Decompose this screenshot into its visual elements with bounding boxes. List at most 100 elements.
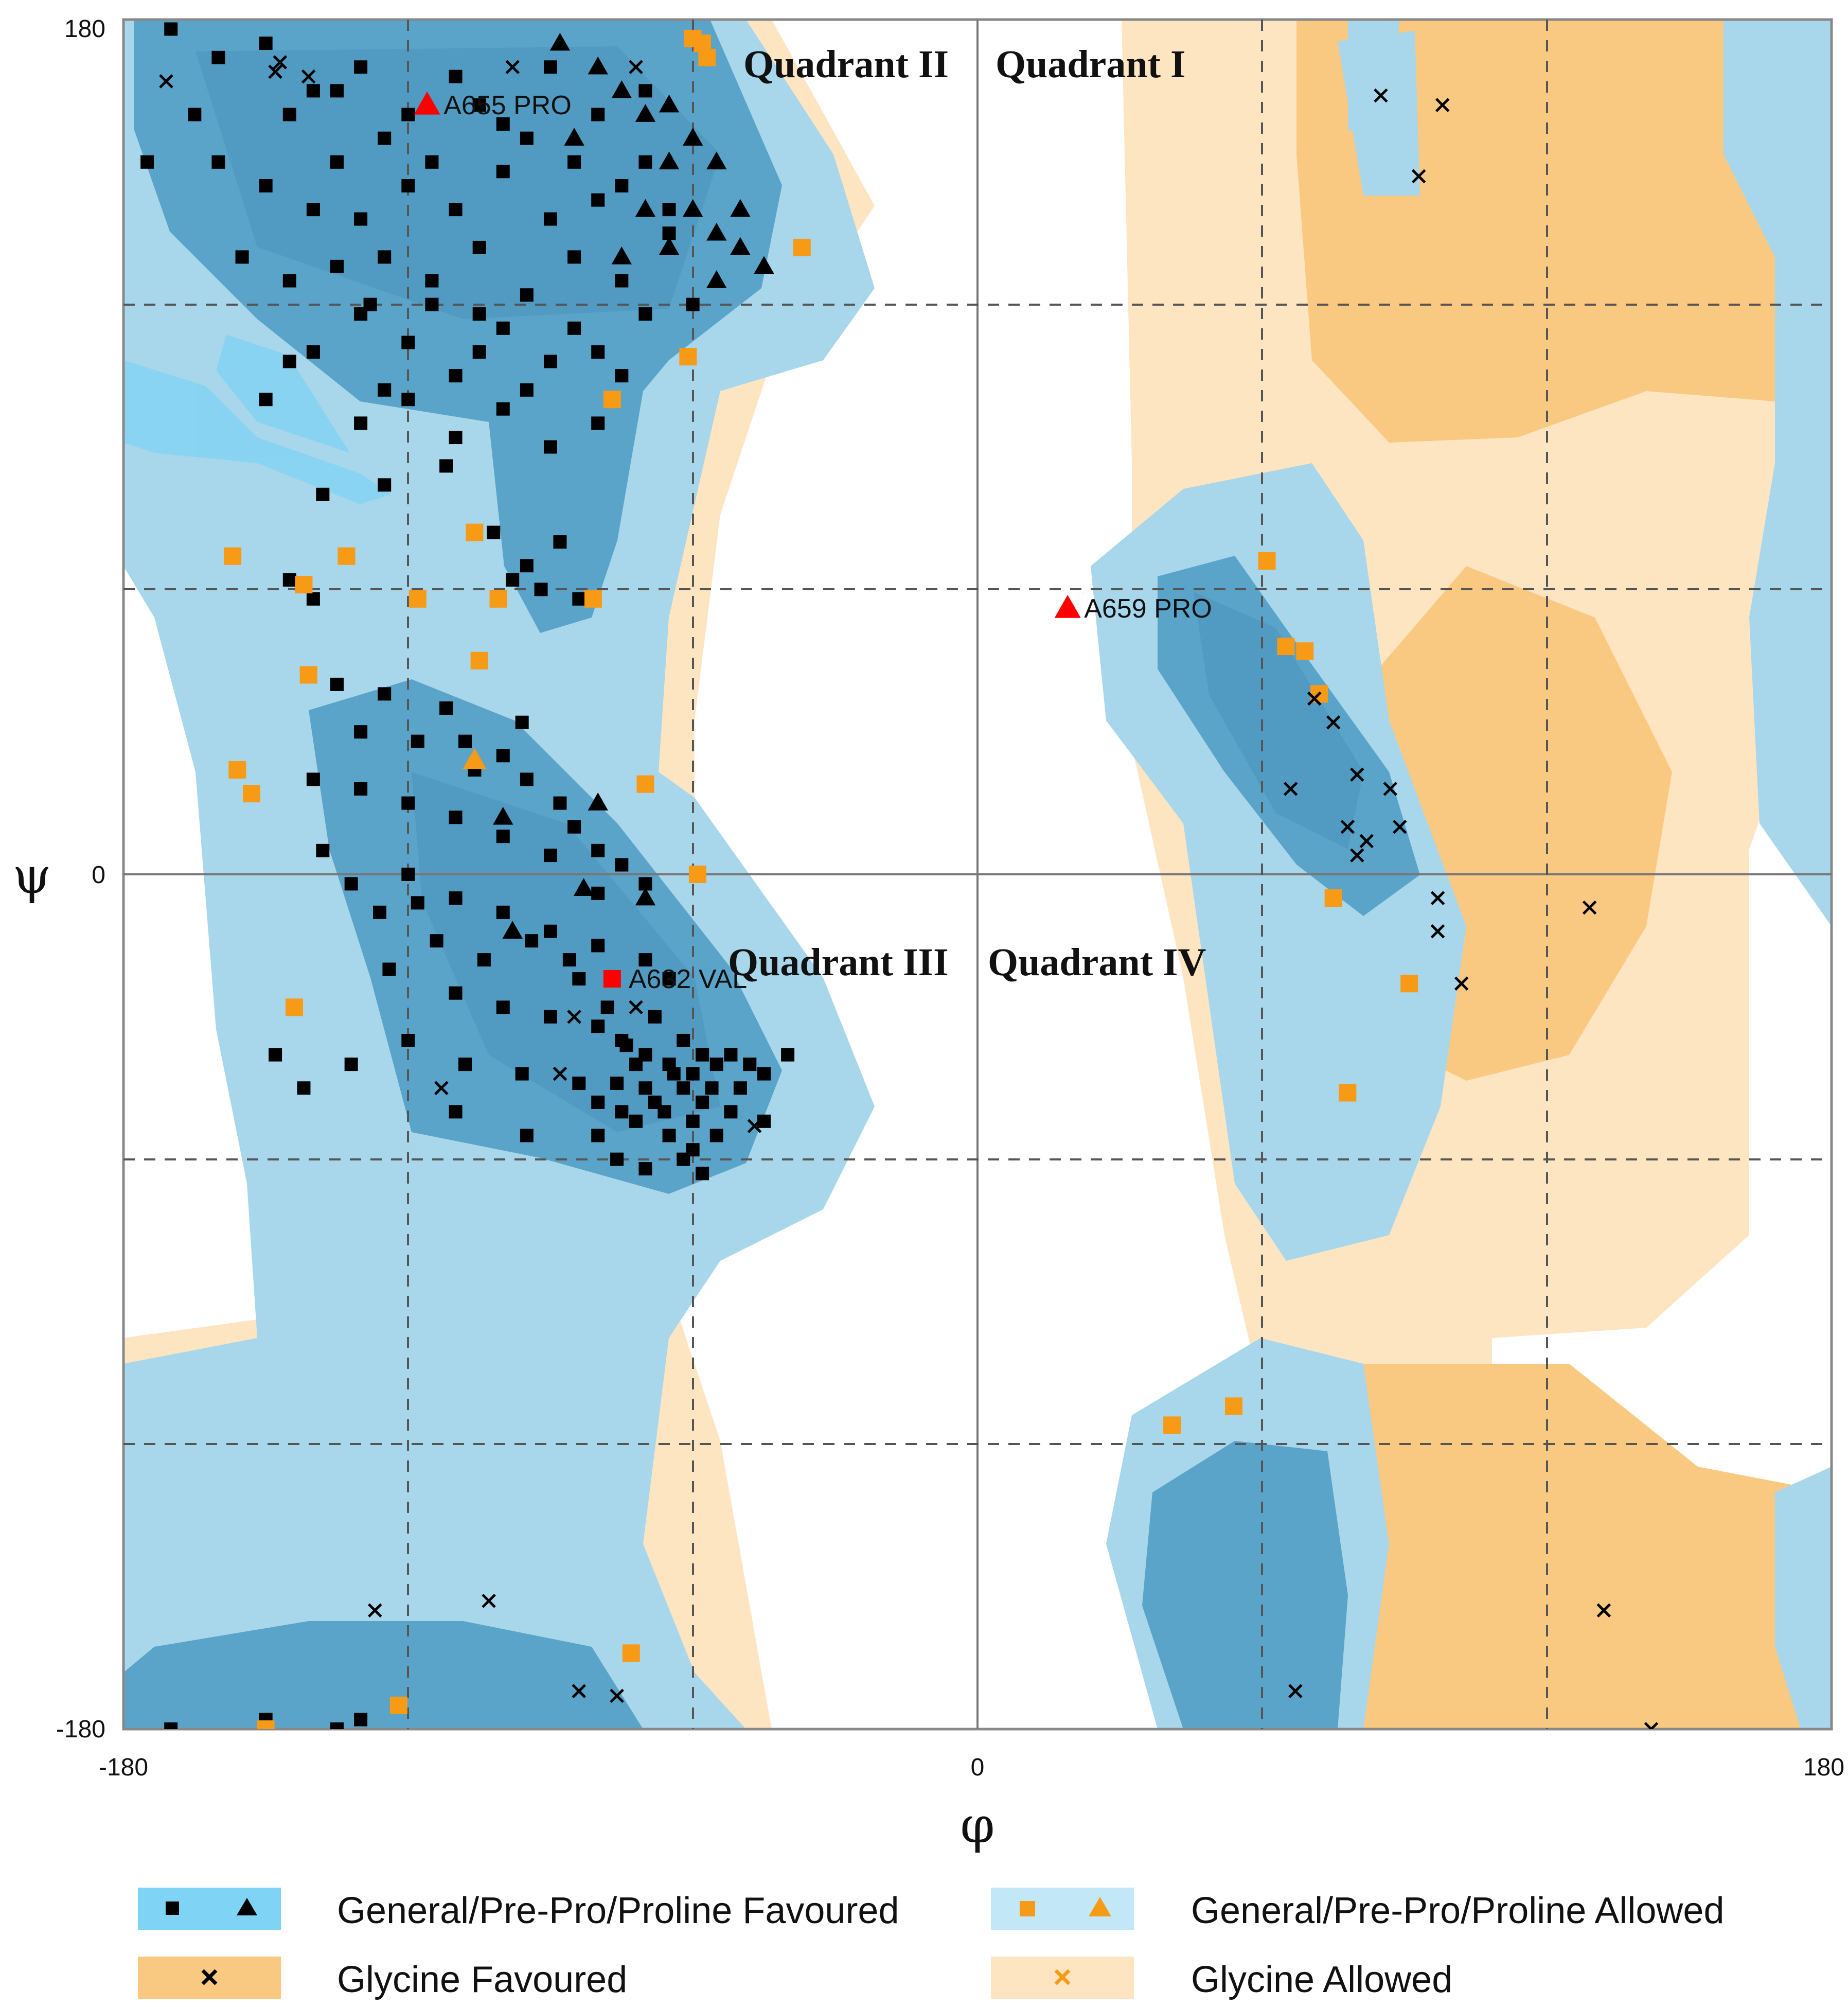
favoured-square-point <box>520 559 534 573</box>
favoured-square-point <box>662 972 676 986</box>
favoured-square-point <box>477 953 491 967</box>
favoured-square-point <box>743 1058 757 1071</box>
favoured-square-point <box>648 1095 662 1109</box>
allowed-square-point <box>224 547 242 565</box>
favoured-square-point <box>709 1129 723 1142</box>
favoured-square-point <box>619 1038 633 1052</box>
favoured-square-point <box>496 117 510 131</box>
favoured-square-point <box>696 1048 709 1062</box>
favoured-square-point <box>439 701 453 715</box>
legend-cross-marker <box>201 1969 218 1985</box>
favoured-square-point <box>449 811 463 824</box>
favoured-triangle-point <box>611 246 632 265</box>
favoured-square-point <box>591 345 605 359</box>
favoured-square-point <box>425 274 439 288</box>
legend-label-glycine-favoured: Glycine Favoured <box>337 1959 627 2000</box>
glycine-cross-point <box>505 60 520 75</box>
allowed-square-point <box>1324 889 1342 907</box>
allowed-square-point <box>1277 638 1295 656</box>
favoured-square-point <box>439 459 453 473</box>
favoured-square-point <box>269 1048 282 1062</box>
favoured-square-point <box>487 525 501 539</box>
favoured-triangle-point <box>564 128 584 146</box>
outlier-residue-label: A655 PRO <box>443 91 572 120</box>
favoured-square-point <box>306 772 320 786</box>
favoured-square-point <box>211 155 225 169</box>
favoured-square-point <box>282 108 296 121</box>
favoured-triangle-point <box>635 104 656 122</box>
favoured-triangle-point <box>493 806 513 825</box>
favoured-square-point <box>638 953 652 967</box>
favoured-triangle-point <box>611 80 632 98</box>
favoured-square-point <box>615 858 629 872</box>
y-tick-bottom: -180 <box>56 1716 105 1743</box>
favoured-square-point <box>544 1010 557 1024</box>
favoured-square-point <box>330 259 344 273</box>
favoured-square-point <box>282 274 296 288</box>
data-markers <box>140 22 1659 1729</box>
allowed-square-point <box>1400 975 1418 993</box>
favoured-triangle-point <box>635 199 656 217</box>
allowed-square-point <box>466 523 484 541</box>
legend: General/Pre-Pro/Proline Favoured General… <box>138 1888 1725 2000</box>
favoured-square-point <box>354 782 368 796</box>
legend-label-general-allowed: General/Pre-Pro/Proline Allowed <box>1191 1890 1725 1931</box>
glycine-cross-point <box>1307 691 1322 706</box>
favoured-square-point <box>401 1033 415 1047</box>
favoured-square-point <box>724 1048 738 1062</box>
legend-cross-marker <box>1054 1969 1071 1985</box>
favoured-square-point <box>401 108 415 121</box>
glycine-cross-point <box>567 1010 581 1024</box>
allowed-square-point <box>622 1644 640 1662</box>
favoured-square-point <box>188 108 202 121</box>
favoured-square-point <box>354 212 368 226</box>
favoured-square-point <box>449 369 463 383</box>
favoured-square-point <box>235 250 249 264</box>
favoured-square-point <box>282 355 296 368</box>
favoured-square-point <box>259 393 273 407</box>
favoured-square-point <box>610 1077 624 1090</box>
allowed-square-point <box>793 238 811 256</box>
favoured-square-point <box>686 1067 700 1081</box>
favoured-square-point <box>378 250 392 264</box>
quadrant-iii-label: Quadrant III <box>728 941 949 984</box>
glycine-cross-point <box>273 55 288 69</box>
favoured-square-point <box>211 50 225 64</box>
favoured-square-point <box>373 905 386 919</box>
glycine-cross-point <box>1596 1603 1611 1618</box>
favoured-square-point <box>378 687 392 701</box>
favoured-square-point <box>330 84 344 98</box>
favoured-square-point <box>449 203 463 217</box>
favoured-square-point <box>496 749 510 763</box>
favoured-square-point <box>363 297 377 311</box>
glycine-cross-point <box>434 1081 449 1096</box>
favoured-triangle-point <box>706 270 727 288</box>
glycine-cross-point <box>268 64 282 79</box>
legend-swatch-general-favoured <box>138 1888 281 1930</box>
favoured-square-point <box>520 772 534 786</box>
allowed-square-point <box>1258 552 1276 570</box>
favoured-square-point <box>259 37 273 50</box>
favoured-triangle-point <box>635 887 656 906</box>
favoured-triangle-point <box>659 237 680 255</box>
glycine-cross-point <box>629 60 643 75</box>
favoured-square-point <box>567 250 581 264</box>
favoured-square-point <box>344 1058 358 1071</box>
favoured-square-point <box>458 1058 472 1071</box>
favoured-square-point <box>330 677 344 691</box>
allowed-square-point <box>1163 1416 1181 1434</box>
quadrant-ii-label: Quadrant II <box>743 43 949 86</box>
favoured-square-point <box>591 416 605 430</box>
favoured-square-point <box>496 830 510 843</box>
favoured-square-point <box>354 725 368 739</box>
favoured-square-point <box>496 1000 510 1014</box>
glycine-cross-point <box>1283 782 1298 796</box>
glycine-cross-point <box>747 1119 762 1133</box>
favoured-square-point <box>567 155 581 169</box>
glycine-cross-point <box>1430 891 1445 905</box>
legend-square-marker <box>166 1902 179 1915</box>
glycine-cross-point <box>553 1066 567 1081</box>
labeled-residues: A655 PRO A659 PRO A632 VAL <box>414 91 1212 994</box>
general-core-region <box>196 46 1363 1132</box>
favoured-square-point <box>449 431 463 445</box>
